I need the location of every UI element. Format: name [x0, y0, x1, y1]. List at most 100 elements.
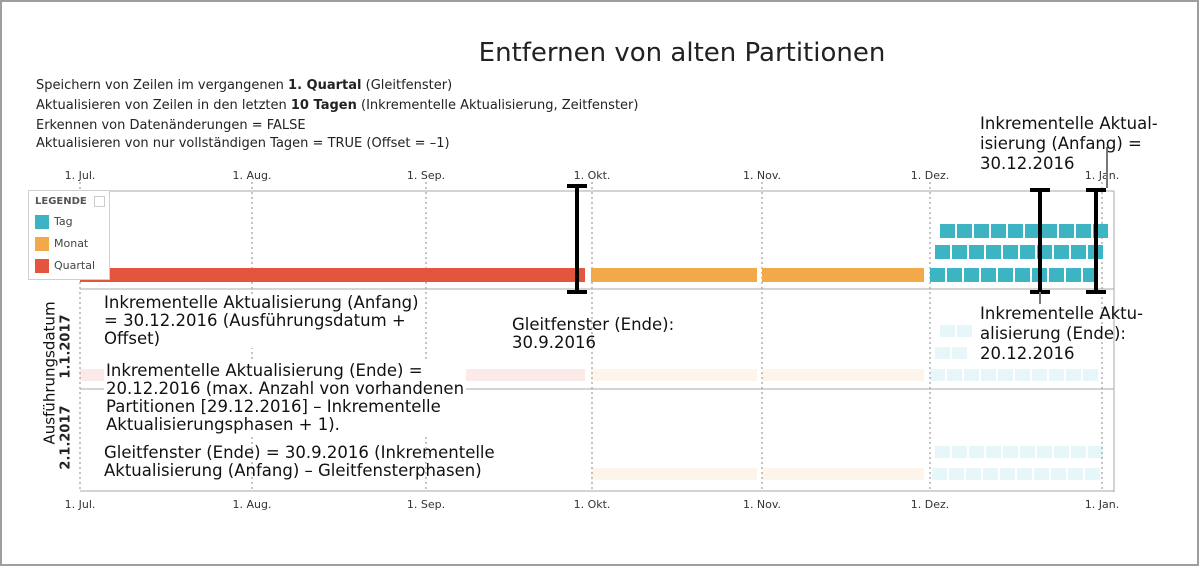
- description-line-1: Speichern von Zeilen im vergangenen 1. Q…: [36, 78, 453, 93]
- faded-day-row-d-8: [1054, 446, 1069, 458]
- partition-bars: [80, 224, 1108, 480]
- bottom-month-tick-7: 1. Jan.: [1084, 498, 1120, 511]
- description-line-2: Aktualisieren von Zeilen in den letzten …: [36, 98, 639, 113]
- faded-day-row-d-6: [1020, 446, 1035, 458]
- bottom-month-tick-6: 1. Dez.: [910, 498, 950, 511]
- faded-day-row-e-2: [949, 468, 964, 480]
- day-bar-row3-3: [964, 268, 979, 282]
- faded-day-row-b-1: [935, 347, 950, 359]
- day-bar-row3-4: [981, 268, 996, 282]
- faded-day-row-c-9: [1066, 369, 1081, 381]
- faded-day-row-d-9: [1071, 446, 1086, 458]
- top-month-tick-2: 1. Aug.: [232, 169, 272, 182]
- faded-day-row-d-10: [1088, 446, 1103, 458]
- faded-day-row-d-2: [952, 446, 967, 458]
- faded-day-row-e-6: [1017, 468, 1032, 480]
- faded-day-row-c-1: [930, 369, 945, 381]
- annotation-incremental-end-right: Inkrementelle Aktu- alisierung (Ende): 2…: [980, 304, 1144, 363]
- faded-day-row-d-5: [1003, 446, 1018, 458]
- day-bar-row1-5: [1008, 224, 1023, 238]
- day-bar-row2-9: [1071, 245, 1086, 259]
- marker-sliding-window-end: [567, 184, 587, 294]
- faded-day-row-a-2: [957, 325, 972, 337]
- day-bar-row1-7: [1042, 224, 1057, 238]
- day-bar-row3-6: [1015, 268, 1030, 282]
- faded-day-row-e-10: [1085, 468, 1100, 480]
- faded-day-row-c-2: [947, 369, 962, 381]
- diagram-title: Entfernen von alten Partitionen: [478, 38, 886, 68]
- legend: LEGENDE Tag Monat Quartal: [28, 190, 110, 280]
- faded-day-row-d-3: [969, 446, 984, 458]
- top-month-tick-3: 1. Sep.: [406, 169, 446, 182]
- marker-incremental-start: [1086, 188, 1106, 294]
- faded-day-row-c-4: [981, 369, 996, 381]
- faded-day-row-e-8: [1051, 468, 1066, 480]
- faded-bar-month-3: [591, 468, 757, 480]
- day-bar-row3-8: [1049, 268, 1064, 282]
- annotation-incremental-end-left: Inkrementelle Aktualisierung (Ende) = 20…: [104, 361, 467, 434]
- day-bar-row3-1: [930, 268, 945, 282]
- faded-day-row-c-10: [1083, 369, 1098, 381]
- legend-item-month: Monat: [35, 237, 88, 251]
- faded-day-row-e-5: [1000, 468, 1015, 480]
- faded-day-row-c-5: [998, 369, 1013, 381]
- faded-day-row-c-8: [1049, 369, 1064, 381]
- bottom-month-tick-4: 1. Okt.: [573, 498, 611, 511]
- faded-day-row-c-7: [1032, 369, 1047, 381]
- top-month-tick-1: 1. Jul.: [64, 169, 96, 182]
- annotation-incremental-start-top: Inkrementelle Aktual- isierung (Anfang) …: [980, 114, 1158, 173]
- annotation-sliding-window-end: Gleitfenster (Ende): 30.9.2016: [512, 315, 675, 352]
- faded-bar-month-1: [591, 369, 757, 381]
- legend-corner-icon: [94, 196, 105, 207]
- bottom-month-tick-3: 1. Sep.: [406, 498, 446, 511]
- day-bar-row1-2: [957, 224, 972, 238]
- faded-day-row-d-4: [986, 446, 1001, 458]
- boundary-markers: [567, 147, 1108, 304]
- faded-day-row-e-3: [966, 468, 981, 480]
- faded-day-row-e-7: [1034, 468, 1049, 480]
- top-month-tick-6: 1. Dez.: [910, 169, 950, 182]
- faded-bar-month-4: [762, 468, 924, 480]
- faded-bar-month-2: [762, 369, 924, 381]
- day-bar-row3-9: [1066, 268, 1081, 282]
- legend-item-day: Tag: [35, 215, 73, 229]
- day-bar-row1-1: [940, 224, 955, 238]
- bottom-month-tick-2: 1. Aug.: [232, 498, 272, 511]
- description-line-4: Aktualisieren von nur vollständigen Tage…: [36, 136, 450, 151]
- bottom-month-tick-1: 1. Jul.: [64, 498, 96, 511]
- top-month-tick-4: 1. Okt.: [573, 169, 611, 182]
- bottom-month-tick-5: 1. Nov.: [742, 498, 782, 511]
- top-month-tick-7: 1. Jan.: [1084, 169, 1120, 182]
- day-bar-row2-1: [935, 245, 950, 259]
- annotation-sliding-window-formula: Gleitfenster (Ende) = 30.9.2016 (Inkreme…: [104, 443, 495, 480]
- faded-day-row-a-1: [940, 325, 955, 337]
- faded-day-row-d-7: [1037, 446, 1052, 458]
- day-bar-row2-2: [952, 245, 967, 259]
- legend-label-quarter: Quartal: [54, 259, 96, 272]
- faded-day-row-b-2: [952, 347, 967, 359]
- description-line-3: Erkennen von Datenänderungen = FALSE: [36, 118, 306, 133]
- faded-day-row-d-1: [935, 446, 950, 458]
- legend-swatch-day: [35, 215, 49, 229]
- top-month-tick-5: 1. Nov.: [742, 169, 782, 182]
- day-bar-row1-9: [1076, 224, 1091, 238]
- legend-label-month: Monat: [54, 237, 89, 250]
- faded-day-row-c-6: [1015, 369, 1030, 381]
- day-bar-row2-3: [969, 245, 984, 259]
- day-bar-row1-6: [1025, 224, 1040, 238]
- day-bar-row3-5: [998, 268, 1013, 282]
- day-bar-row2-5: [1003, 245, 1018, 259]
- legend-swatch-quarter: [35, 259, 49, 273]
- day-bar-row1-4: [991, 224, 1006, 238]
- faded-day-row-e-4: [983, 468, 998, 480]
- faded-day-row-c-3: [964, 369, 979, 381]
- day-bar-row1-8: [1059, 224, 1074, 238]
- day-bar-row2-4: [986, 245, 1001, 259]
- annotation-incremental-start-left: Inkrementelle Aktualisierung (Anfang) = …: [102, 293, 421, 348]
- bar-quarter-q3: [80, 268, 585, 282]
- bar-month-oct: [591, 268, 757, 282]
- day-bar-row2-8: [1054, 245, 1069, 259]
- legend-item-quarter: Quartal: [35, 259, 95, 273]
- legend-title: LEGENDE: [35, 196, 87, 207]
